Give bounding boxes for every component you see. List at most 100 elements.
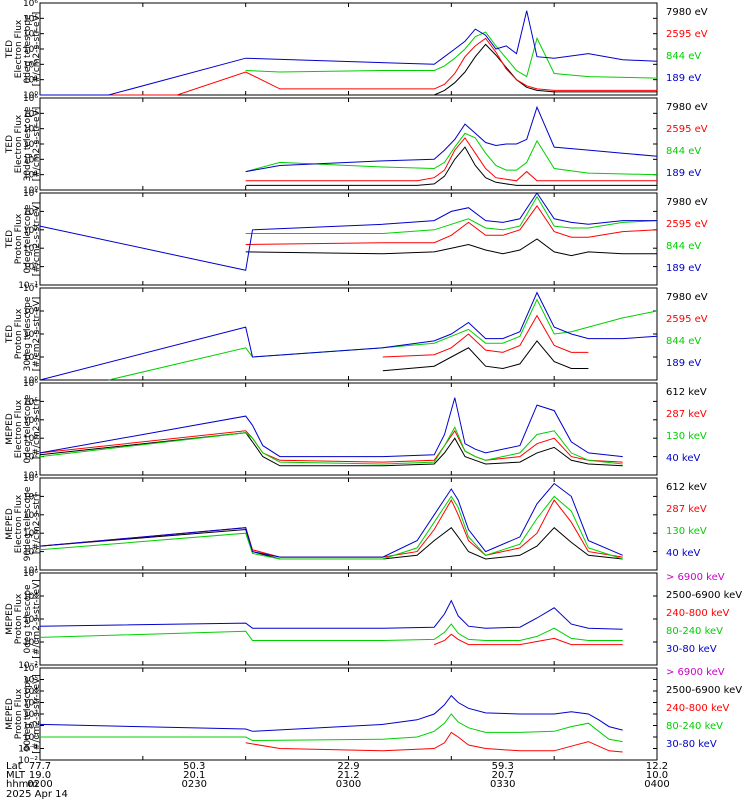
series-line [40,10,658,96]
plot-frame [39,97,658,191]
y-tick-label: 10³ [23,45,38,55]
y-axis-label-line: [#/cm2-s-str-eV] [32,12,42,87]
series-line [39,432,623,467]
panel-5: 10¹ 10² 10³ 10⁴ 10⁵ 10⁶ MEPED Electron Flux 0deg… [5,379,707,481]
y-axis-label-line: 0deg telescope [23,584,33,654]
axis-value: 59.3 [492,761,514,772]
y-tick-label: 10⁴ [23,125,38,135]
series-line [39,482,623,558]
y-tick-label: 10⁴ [23,592,38,602]
series-line [245,105,658,173]
series-line [39,291,658,381]
plot-frame [39,667,658,761]
y-tick-label: 10¹ [23,244,38,254]
legend-entry: 30-80 keV [666,644,717,655]
y-axis-label-line: Electron Flux [14,19,24,78]
series-line [39,397,623,458]
y-tick-label: 10² [23,453,38,463]
axis-value: 0400 [644,779,669,790]
y-tick-label: 10⁰ [23,376,38,386]
y-tick-label: 10² [23,226,38,236]
legend-entry: 2595 eV [666,219,708,230]
y-axis-label-line: [#/cm2-s-str-eV] [32,297,42,372]
y-tick-label: 10¹ [23,353,38,363]
series-line [39,495,623,560]
panel-2: 10⁰ 10¹ 10² 10³ 10⁴ 10⁵ 10⁶ TED Electron Flux 30d… [5,94,708,196]
y-tick-label: 10¹ [23,722,38,732]
y-tick-label: 10⁻² [18,661,38,671]
series-line [245,146,657,186]
series-line [39,623,623,641]
legend-entry: 7980 eV [666,197,708,208]
y-axis-label-line: Electron Flux [14,399,24,458]
y-tick-label: 10⁰ [23,186,38,196]
legend-entry: 2500-6900 keV [666,685,742,696]
y-axis-label-line: 90deg telescope [23,676,33,751]
y-axis-label-line: [#/cm2-s-str] [32,494,42,554]
legend-entry: 844 eV [666,51,701,62]
y-axis-label-line: 0deg telescope [23,204,33,274]
y-tick-label: 10⁴ [23,416,38,426]
legend-entry: 2595 eV [666,314,708,325]
y-tick-label: 10⁴ [23,511,38,521]
y-tick-label: 10⁰ [23,733,38,743]
y-axis-label-line: Electron Flux [14,114,24,173]
y-axis-label-line: Proton Flux [14,688,24,739]
legend-entry: 7980 eV [666,102,708,113]
axis-value: 0330 [490,779,515,790]
y-axis-label-line: MEPED [5,413,15,445]
axis-row-label-hhmm: hhmm [6,779,38,790]
legend-entry: 612 keV [666,482,707,493]
axis-value: 0300 [336,779,361,790]
series-line [245,132,658,176]
y-tick-label: 10² [23,710,38,720]
y-tick-label: 10³ [23,307,38,317]
y-tick-label: 10¹ [23,471,38,481]
series-line [434,633,623,646]
series-line [245,731,623,753]
series-line [245,31,658,79]
y-tick-label: 10³ [23,529,38,539]
y-axis-label-line: [#/cm2-s-str-eV] [32,107,42,182]
series-line [245,238,657,257]
legend-entry: 189 eV [666,73,701,84]
y-tick-label: 10¹ [23,566,38,576]
series-line [39,694,623,732]
series-line [39,526,623,560]
y-tick-label: 10⁶ [23,0,38,9]
series-line [108,298,658,381]
legend-entry: 130 keV [666,526,707,537]
series-line [40,43,657,96]
axis-value: 19.0 [29,770,51,781]
y-axis-label-line: Proton Flux [14,593,24,644]
y-tick-label: 10⁶ [23,664,38,674]
series-line [40,37,657,96]
legend-entry: 240-800 keV [666,608,730,619]
y-tick-label: 10⁴ [23,30,38,40]
series-line [39,426,623,465]
legend-entry: 2595 eV [666,29,708,40]
axis-row-label-lat: Lat [6,761,22,772]
axis-row-label-mlt: MLT [6,770,26,781]
y-tick-label: 10⁶ [23,379,38,389]
panel-3: 10⁻¹ 10⁰ 10¹ 10² 10³ 10⁴ TED Proton Flux 0deg te… [5,189,708,291]
legend-entry: 7980 eV [666,292,708,303]
legend-entry: 189 eV [666,263,701,274]
y-tick-label: 10² [23,60,38,70]
y-axis-label-line: Electron Flux [14,494,24,553]
y-tick-label: 10³ [23,207,38,217]
y-tick-label: 10⁶ [23,94,38,104]
y-tick-label: 10² [23,155,38,165]
series-line [245,195,658,234]
y-tick-label: 10¹ [23,76,38,86]
y-axis-label-line: MEPED [5,508,15,540]
y-tick-label: 10² [23,330,38,340]
series-line [40,713,623,743]
legend-entry: 844 eV [666,336,701,347]
legend-entry: 40 keV [666,453,700,464]
y-tick-label: 10³ [23,434,38,444]
y-axis-label-line: TED [5,135,15,154]
legend-entry: 80-240 keV [666,626,723,637]
